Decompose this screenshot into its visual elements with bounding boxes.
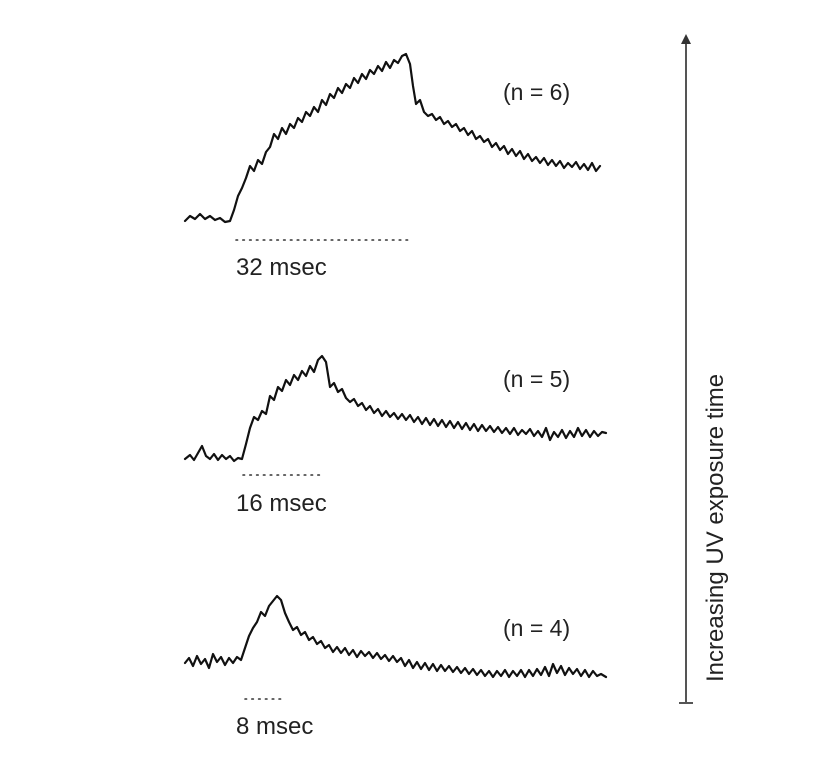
duration-label-16msec: 16 msec: [236, 490, 327, 517]
response-trace-16msec: [183, 354, 608, 463]
n-label-16msec: (n = 5): [503, 366, 570, 392]
panel-16msec: 16 msec (n = 5): [183, 354, 608, 517]
n-label-32msec: (n = 6): [503, 79, 570, 105]
n-label-8msec: (n = 4): [503, 615, 570, 641]
response-trace-32msec: [183, 52, 602, 224]
duration-label-32msec: 32 msec: [236, 254, 327, 281]
response-trace-8msec: [183, 594, 608, 679]
duration-label-8msec: 8 msec: [236, 713, 313, 740]
panel-8msec: 8 msec (n = 4): [183, 594, 608, 740]
axis-label: Increasing UV exposure time: [702, 374, 729, 682]
panel-32msec: 32 msec (n = 6): [183, 52, 602, 281]
uv-exposure-axis: Increasing UV exposure time: [679, 34, 729, 704]
arrow-up-icon: [681, 34, 691, 44]
